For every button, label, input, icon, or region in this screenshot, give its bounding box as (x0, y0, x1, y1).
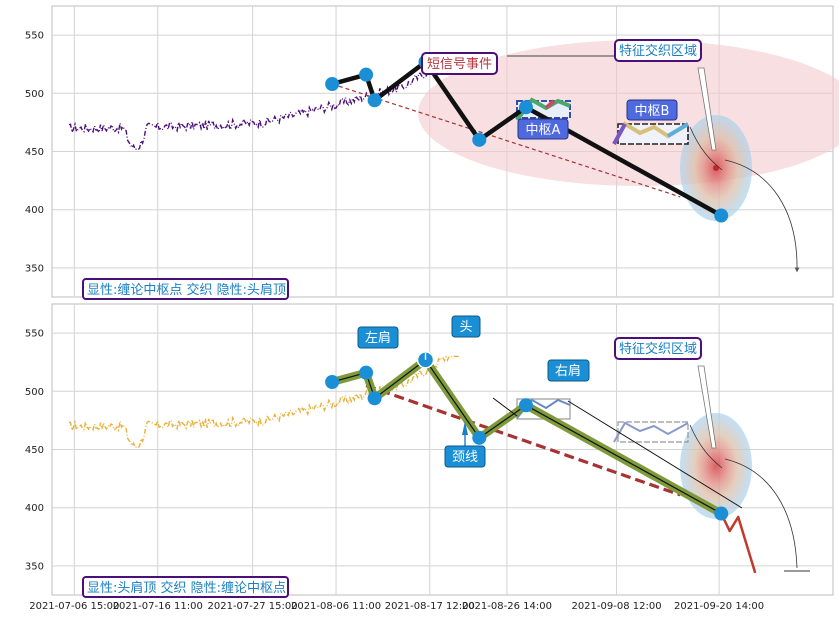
pivot-b-segment-blue (666, 122, 690, 138)
right-shoulder-label: 右肩 (547, 359, 590, 382)
x-tick-label: 2021-07-16 11:00 (113, 601, 203, 612)
stroke-point (359, 365, 374, 380)
x-tick-label: 2021-07-06 15:00 (29, 601, 119, 612)
stroke-point (518, 100, 533, 115)
stroke-point (518, 398, 533, 413)
stroke-point (359, 67, 374, 82)
neckline-text: 颈线 (452, 450, 478, 465)
y-tick-label: 550 (25, 31, 44, 42)
head-text: 头 (459, 320, 472, 335)
bottom-caption-text: 显性:头肩顶 交织 隐性:缠论中枢点 (87, 580, 286, 596)
top-zone-label: 特征交织区域 (614, 39, 702, 62)
top-trend-line (331, 83, 681, 198)
bottom-thin-line-b (492, 397, 518, 417)
pivot-a-text: 中枢A (526, 123, 561, 138)
pivot-b-text: 中枢B (635, 104, 670, 119)
bottom-y-tick-labels: 350 400 450 500 550 (25, 329, 44, 573)
top-projection-arrow (724, 159, 800, 273)
neckline-label: 颈线 (444, 445, 486, 468)
x-tick-label: 2021-08-06 11:00 (291, 601, 381, 612)
top-zone-center-dot (713, 165, 719, 171)
bottom-zone-text: 特征交织区域 (619, 341, 697, 357)
top-panel: 350 400 450 500 550 短信号事件 特征交织区域 (25, 5, 839, 300)
x-tick-label: 2021-09-08 12:00 (571, 601, 661, 612)
bottom-panel: 350 400 450 500 550 左肩 头 右肩 (25, 303, 834, 598)
pivot-a-segment-red (544, 99, 556, 110)
y-tick-label: 450 (25, 445, 44, 456)
top-zone-text: 特征交织区域 (619, 43, 697, 59)
pivot-a-label: 中枢A (517, 118, 569, 140)
neckline (365, 383, 681, 497)
left-shoulder-text: 左肩 (365, 330, 391, 346)
stroke-point (714, 208, 729, 223)
bottom-thin-curve-a (689, 424, 723, 469)
bottom-projection-curve (724, 458, 798, 569)
bottom-zone-label: 特征交织区域 (614, 337, 702, 360)
bottom-intersection-zone (680, 413, 752, 519)
head-label: 头 (451, 315, 481, 338)
signal-event-label: 短信号事件 (421, 52, 498, 75)
top-y-tick-labels: 350 400 450 500 550 (25, 31, 44, 275)
stroke-point (472, 430, 487, 445)
x-tick-label: 2021-07-27 15:00 (207, 601, 297, 612)
bottom-pivot-b-ghost-line (613, 421, 689, 443)
stroke-point (714, 506, 729, 521)
top-price-line (68, 57, 460, 151)
x-tick-label: 2021-08-17 12:00 (385, 601, 475, 612)
y-tick-label: 400 (25, 205, 44, 216)
stroke-point (325, 76, 340, 91)
signal-event-text: 短信号事件 (427, 57, 492, 72)
neckline-pointer-head (462, 421, 468, 435)
stroke-point (472, 132, 487, 147)
y-tick-label: 350 (25, 561, 44, 572)
top-caption-text: 显性:缠论中枢点 交织 隐性:头肩顶 (87, 282, 286, 298)
pivot-b-segment-purple (612, 123, 627, 145)
x-tick-label: 2021-09-20 14:00 (674, 601, 764, 612)
bottom-pointer-zone (697, 365, 717, 449)
pivot-b-label: 中枢B (626, 99, 678, 121)
stroke-point (325, 374, 340, 389)
y-tick-label: 350 (25, 263, 44, 274)
top-thin-curve-a (689, 126, 723, 171)
bottom-projection-line (720, 512, 757, 574)
y-tick-label: 450 (25, 147, 44, 158)
top-pointer-zone (697, 67, 717, 151)
bottom-caption-box: 显性:头肩顶 交织 隐性:缠论中枢点 (82, 576, 289, 598)
bottom-thin-line-a (567, 400, 743, 509)
top-caption-box: 显性:缠论中枢点 交织 隐性:头肩顶 (82, 278, 289, 300)
y-tick-label: 500 (25, 89, 44, 100)
y-tick-label: 500 (25, 387, 44, 398)
y-tick-label: 550 (25, 329, 44, 340)
bottom-price-line (68, 355, 460, 449)
x-tick-label: 2021-08-26 14:00 (462, 601, 552, 612)
stroke-point (367, 93, 382, 108)
y-tick-label: 400 (25, 503, 44, 514)
bottom-stroke-points (325, 351, 729, 521)
left-shoulder-label: 左肩 (357, 326, 399, 349)
right-shoulder-text: 右肩 (555, 363, 581, 379)
stroke-point (367, 391, 382, 406)
